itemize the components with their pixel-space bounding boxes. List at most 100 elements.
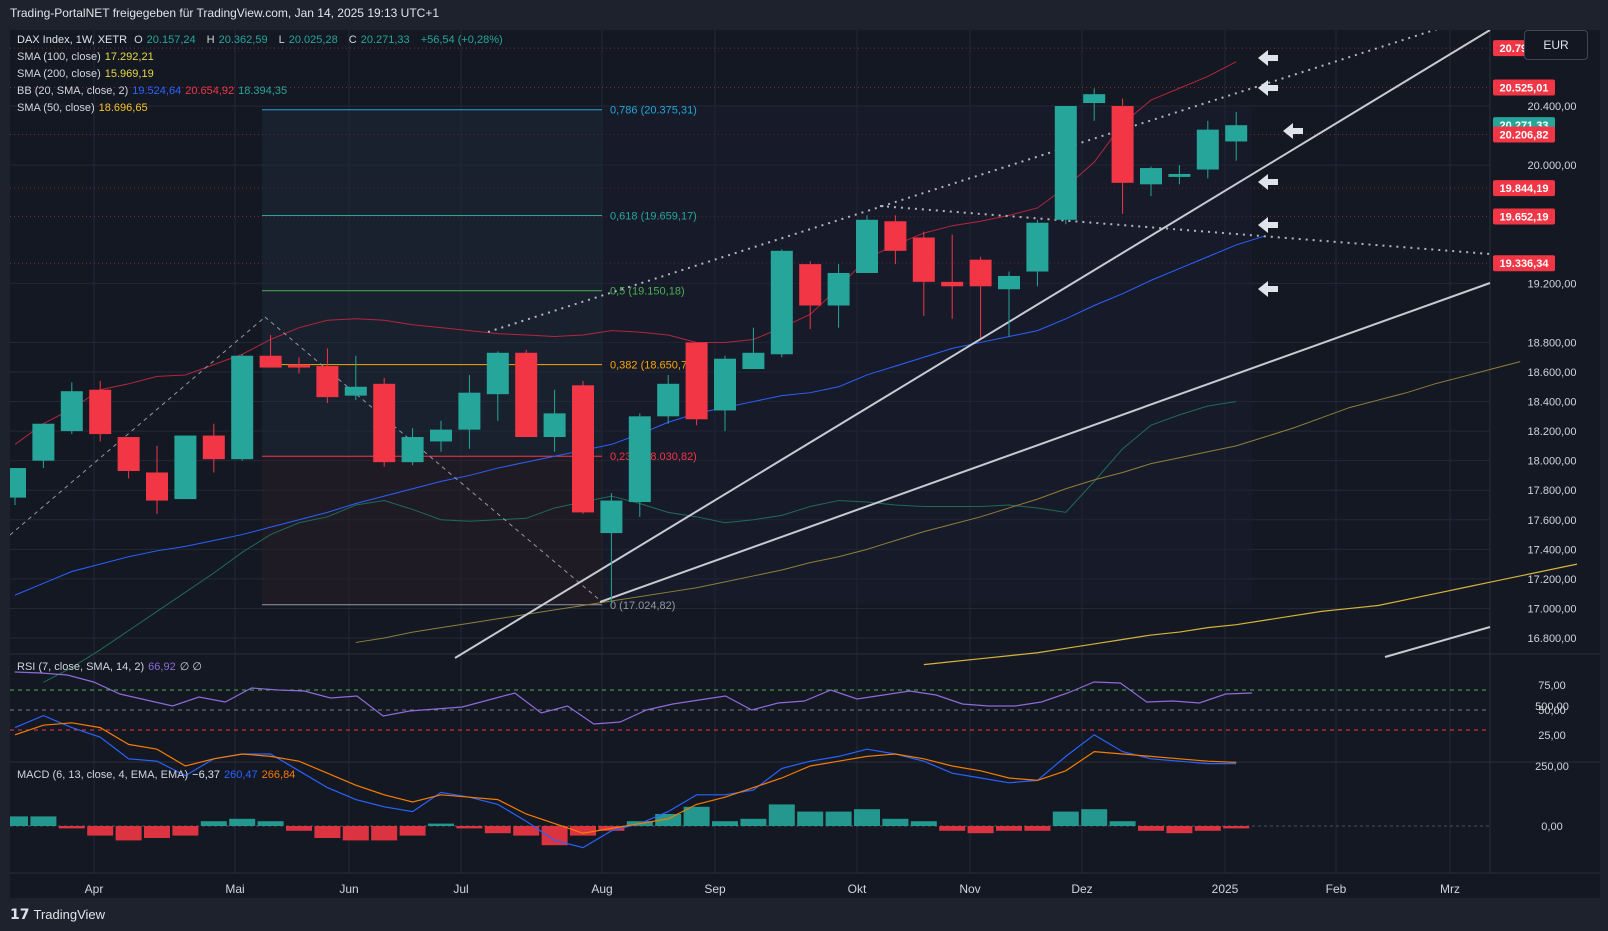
- candle-up: [657, 383, 680, 417]
- price-label-text: 19.652,19: [1500, 212, 1549, 224]
- annotation-arrow-icon: [1258, 80, 1278, 96]
- macd-histogram-bar: [172, 826, 199, 836]
- candle-up: [1168, 173, 1191, 177]
- price-axis-label: 17.600,00: [1528, 515, 1577, 527]
- rsi-axis-label: 25,00: [1538, 730, 1566, 742]
- legend-sma200[interactable]: SMA (200, close) 15.969,19: [17, 68, 154, 80]
- macd-histogram-bar: [882, 818, 909, 826]
- fib-zone: [262, 456, 602, 605]
- time-axis-label: Feb: [1326, 882, 1347, 896]
- candle-down: [288, 364, 310, 368]
- price-axis-label: 18.400,00: [1528, 397, 1577, 409]
- candle-down: [89, 389, 112, 435]
- price-axis-label: 17.200,00: [1528, 574, 1577, 586]
- fib-level-label: 0,786 (20.375,31): [610, 105, 697, 117]
- price-axis-label: 17.400,00: [1528, 544, 1577, 556]
- fib-level-label: 0 (17.024,82): [610, 600, 675, 612]
- fib-level-label: 0,382 (18.650,74): [610, 360, 697, 372]
- candle-down: [1111, 106, 1134, 183]
- candle-down: [969, 259, 992, 287]
- macd-histogram-bar: [428, 823, 454, 826]
- candle-down: [515, 352, 538, 438]
- macd-histogram-bar: [740, 818, 767, 826]
- trend-line: [454, 30, 1491, 659]
- price-axis-label: 18.000,00: [1528, 456, 1577, 468]
- price-label-tag: [1493, 79, 1555, 96]
- macd-histogram-bar: [399, 826, 426, 836]
- candle-up: [827, 272, 850, 306]
- price-axis-label: 18.600,00: [1528, 367, 1577, 379]
- macd-histogram-bar: [456, 826, 483, 829]
- candle-down: [799, 264, 822, 306]
- price-label-text: 20.206,82: [1500, 130, 1549, 142]
- legend-close: C 20.271,33: [348, 34, 410, 46]
- candle-up: [430, 429, 452, 442]
- macd-histogram-bar: [1138, 826, 1164, 831]
- legend-low: L 20.025,28: [278, 34, 338, 46]
- annotation-arrow-icon: [1258, 281, 1278, 297]
- macd-histogram-bar: [1194, 826, 1221, 831]
- price-axis-label: 17.000,00: [1528, 603, 1577, 615]
- legend-sma50[interactable]: SMA (50, close) 18.696,65: [17, 102, 148, 114]
- candle-up: [1140, 168, 1162, 185]
- macd-histogram-bar: [1166, 826, 1193, 834]
- attribution-text: Trading-PortalNET freigegeben für Tradin…: [10, 6, 440, 20]
- time-axis-label: Dez: [1071, 882, 1092, 896]
- macd-histogram-bar: [87, 826, 114, 836]
- fib-level-label: 0,618 (19.659,17): [610, 211, 697, 223]
- candle-up: [1225, 125, 1248, 142]
- tv-brand-text: TradingView: [33, 907, 106, 922]
- legend-bb[interactable]: BB (20, SMA, close, 2) 19.524,64 20.654,92…: [17, 85, 288, 97]
- macd-legend[interactable]: MACD (6, 13, close, 4, EMA, EMA) −6,37 260…: [17, 769, 296, 781]
- annotation-arrow-icon: [1258, 50, 1278, 66]
- macd-histogram-bar: [257, 821, 284, 826]
- rsi-legend[interactable]: RSI (7, close, SMA, 14, 2) 66,92 ∅ ∅: [17, 661, 202, 673]
- tradingview-logo[interactable]: 𝟭𝟳 TradingView: [10, 906, 105, 923]
- macd-histogram-bar: [996, 826, 1022, 831]
- macd-histogram-bar: [513, 826, 540, 836]
- candle-up: [231, 355, 254, 460]
- fib-level-label: 0,236 (18.030,82): [610, 451, 697, 463]
- macd-axis-label: 0,00: [1541, 821, 1562, 833]
- macd-histogram-bar: [683, 806, 710, 826]
- time-axis-label: 2025: [1212, 882, 1239, 896]
- chart-svg[interactable]: Apr Mai Jun Jul Aug Sep Okt Nov Dez 2025 Feb Mrz 20.…: [10, 30, 1600, 898]
- candle-down: [146, 472, 168, 501]
- time-axis-label: Aug: [591, 882, 612, 896]
- time-axis-label: Mrz: [1440, 882, 1460, 896]
- candle-down: [259, 355, 282, 368]
- candle-up: [1054, 106, 1077, 220]
- legend-sma100[interactable]: SMA (100, close) 17.292,21: [17, 51, 154, 63]
- macd-histogram-bar: [314, 826, 341, 838]
- macd-histogram-bar: [484, 826, 511, 834]
- chart-area[interactable]: Apr Mai Jun Jul Aug Sep Okt Nov Dez 2025 Feb Mrz 20.…: [10, 30, 1600, 898]
- candle-down: [117, 437, 140, 472]
- sma100-line: [923, 563, 1578, 666]
- macd-histogram-bar: [371, 826, 398, 841]
- time-axis-label: Apr: [85, 882, 104, 896]
- macd-histogram-bar: [342, 826, 369, 841]
- legend-change: +56,54 (+0,28%): [420, 34, 503, 46]
- price-axis-label: 18.200,00: [1528, 426, 1577, 438]
- time-axis-label: Okt: [848, 882, 867, 896]
- price-label-text: 20.525,01: [1500, 83, 1549, 95]
- macd-signal-line: [14, 722, 1237, 834]
- price-label-text: 20.271,33: [1500, 120, 1549, 132]
- candle-down: [941, 281, 964, 287]
- candle-down: [572, 385, 594, 513]
- macd-histogram-bar: [910, 821, 937, 826]
- price-axis-label: 16.800,00: [1528, 633, 1577, 645]
- rsi-line: [14, 671, 1253, 725]
- macd-histogram-bar: [712, 821, 738, 826]
- candle-up: [856, 219, 878, 273]
- candle-down: [685, 342, 708, 420]
- time-axis-label: Mai: [225, 882, 244, 896]
- tv-logo-icon: 𝟭𝟳: [10, 906, 30, 922]
- candle-up: [714, 358, 736, 411]
- candle-up: [10, 468, 26, 498]
- macd-histogram-bar: [58, 826, 85, 829]
- trend-line: [599, 282, 1491, 603]
- macd-histogram-bar: [768, 804, 795, 826]
- currency-button[interactable]: EUR: [1524, 30, 1588, 60]
- candle-down: [884, 221, 907, 251]
